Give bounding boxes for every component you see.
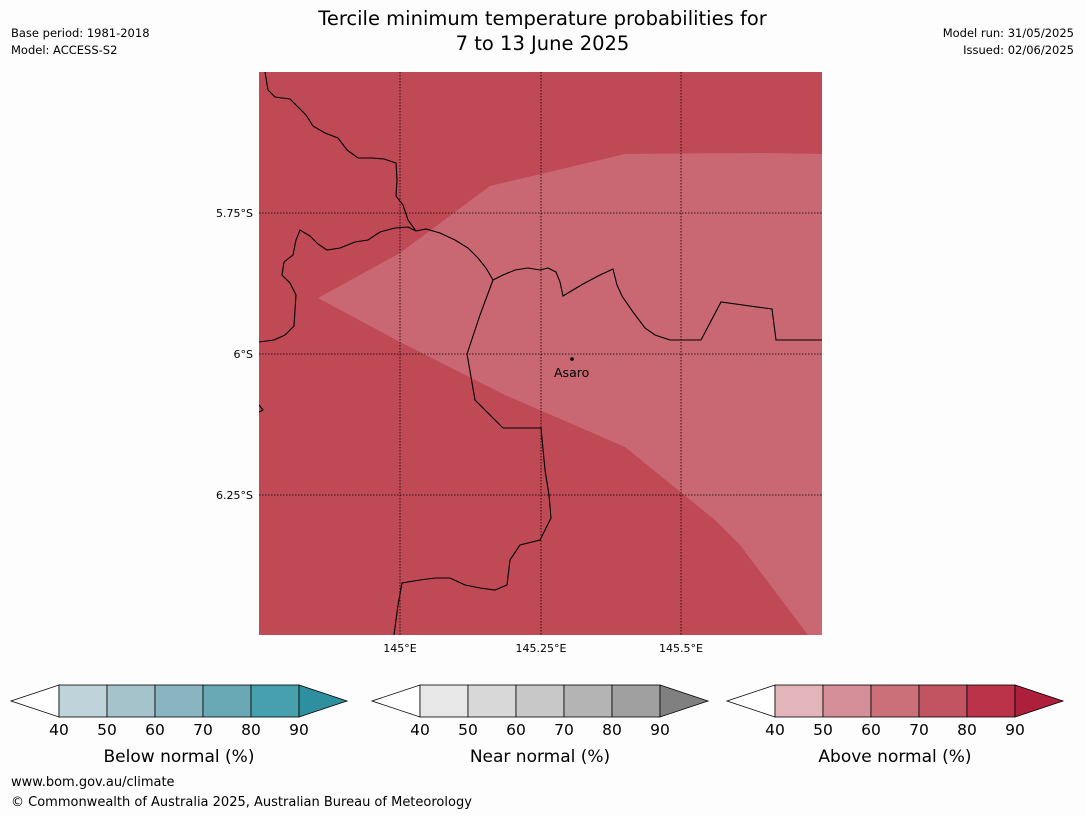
legend-below-tick-50: 50 — [97, 721, 117, 739]
probability-70-80-region — [318, 153, 822, 635]
legend-below-max-arrow — [298, 684, 349, 718]
lat-label-575: 5.75°S — [216, 207, 253, 220]
map-area — [259, 72, 822, 635]
legend-near-swatch-4 — [563, 684, 613, 718]
legend-near-tick-80: 80 — [602, 721, 622, 739]
legend-below-swatch-5 — [250, 684, 300, 718]
graticule — [259, 72, 822, 635]
legend-near-title: Near normal (%) — [470, 747, 610, 767]
legend-above-tick-50: 50 — [813, 721, 833, 739]
legend-above-min-arrow — [725, 684, 776, 718]
legend-panel: 40 50 60 70 80 90 Below normal (%) 40 50… — [9, 684, 1065, 767]
lat-label-625: 6.25°S — [216, 489, 253, 502]
legend-above-tick-60: 60 — [861, 721, 881, 739]
legend-near-tick-70: 70 — [554, 721, 574, 739]
legend-below-swatch-4 — [202, 684, 252, 718]
legend-above-title: Above normal (%) — [818, 747, 971, 767]
meta-right: Model run: 31/05/2025 Issued: 02/06/2025 — [943, 25, 1074, 59]
legend-above: 40 50 60 70 80 90 Above normal (%) — [725, 684, 1065, 767]
legend-near-swatch-3 — [515, 684, 565, 718]
legend-near-tick-60: 60 — [506, 721, 526, 739]
issued-date: Issued: 02/06/2025 — [963, 43, 1074, 57]
legend-below-swatch-1 — [58, 684, 108, 718]
model-run: Model run: 31/05/2025 — [942, 26, 1074, 40]
legend-near-swatch-2 — [467, 684, 517, 718]
legend-below: 40 50 60 70 80 90 Below normal (%) — [9, 684, 349, 767]
legend-above-tick-80: 80 — [957, 721, 977, 739]
model-name: Model: ACCESS-S2 — [11, 43, 118, 57]
legend-near-tick-50: 50 — [458, 721, 478, 739]
map-panel: Asaro 5.75°S 6°S 6.25°S 145°E 145.25°E 1… — [216, 72, 822, 655]
footer-copyright: © Commonwealth of Australia 2025, Austra… — [11, 795, 472, 810]
place-marker — [570, 357, 574, 361]
legend-below-tick-90: 90 — [289, 721, 309, 739]
base-period: Base period: 1981-2018 — [11, 26, 150, 40]
chart-title: Tercile minimum temperature probabilitie… — [0, 6, 1085, 56]
legend-near-max-arrow — [659, 684, 710, 718]
legend-below-tick-60: 60 — [145, 721, 165, 739]
legend-above-tick-90: 90 — [1005, 721, 1025, 739]
province-borders — [259, 72, 822, 635]
legend-near: 40 50 60 70 80 90 Near normal (%) — [370, 684, 710, 767]
legend-above-swatch-1 — [774, 684, 824, 718]
legend-near-swatch-5 — [611, 684, 661, 718]
legend-near-tick-40: 40 — [410, 721, 430, 739]
legend-below-tick-80: 80 — [241, 721, 261, 739]
legend-above-tick-40: 40 — [765, 721, 785, 739]
legend-near-min-arrow — [370, 684, 421, 718]
footer-url[interactable]: www.bom.gov.au/climate — [11, 775, 175, 790]
legend-above-swatch-5 — [966, 684, 1016, 718]
legend-below-title: Below normal (%) — [104, 747, 255, 767]
lon-label-14525: 145.25°E — [516, 642, 567, 655]
legend-near-tick-90: 90 — [650, 721, 670, 739]
title-line-1: Tercile minimum temperature probabilitie… — [318, 7, 767, 30]
legend-below-tick-40: 40 — [49, 721, 69, 739]
legend-above-tick-70: 70 — [909, 721, 929, 739]
legend-below-swatch-3 — [154, 684, 204, 718]
place-label: Asaro — [554, 365, 589, 380]
legend-below-min-arrow — [9, 684, 60, 718]
lon-label-145: 145°E — [383, 642, 416, 655]
legend-above-swatch-2 — [822, 684, 872, 718]
meta-left: Base period: 1981-2018 Model: ACCESS-S2 — [11, 25, 150, 59]
legend-above-swatch-4 — [918, 684, 968, 718]
lat-label-6: 6°S — [234, 348, 253, 361]
legend-below-swatch-2 — [106, 684, 156, 718]
legend-above-max-arrow — [1014, 684, 1065, 718]
legend-near-swatch-1 — [419, 684, 469, 718]
legend-below-tick-70: 70 — [193, 721, 213, 739]
title-line-2: 7 to 13 June 2025 — [455, 32, 630, 55]
legend-above-swatch-3 — [870, 684, 920, 718]
lon-label-1455: 145.5°E — [659, 642, 703, 655]
